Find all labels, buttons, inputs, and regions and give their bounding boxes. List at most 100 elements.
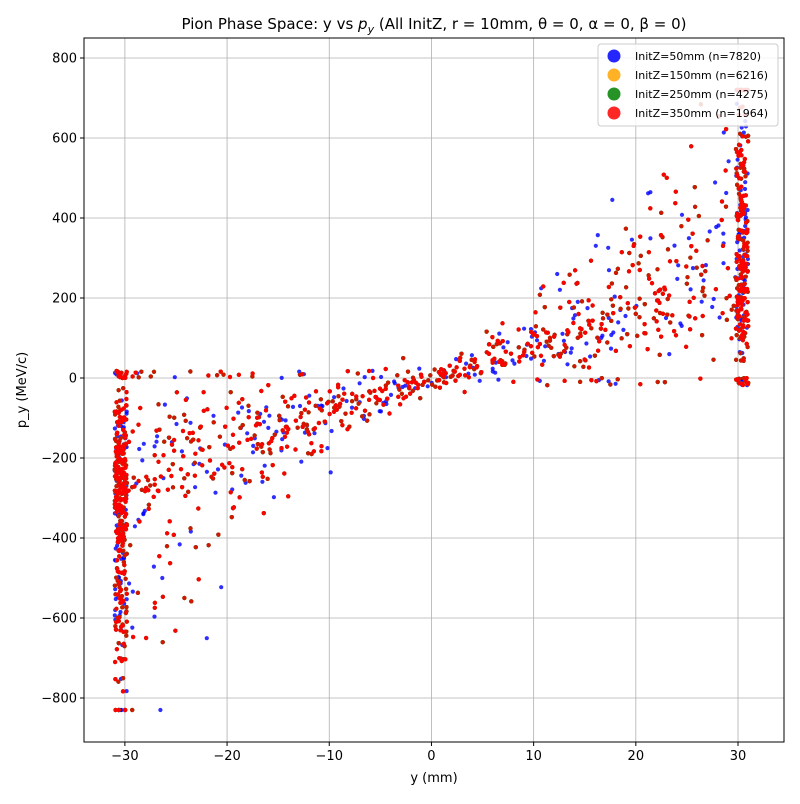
scatter-point — [173, 375, 177, 379]
scatter-point — [570, 346, 574, 350]
scatter-point — [675, 277, 679, 281]
scatter-point — [160, 576, 164, 580]
scatter-point — [610, 198, 614, 202]
chart-title: Pion Phase Space: y vs py (All InitZ, r … — [182, 15, 687, 36]
scatter-point — [113, 426, 117, 430]
scatter-point — [609, 333, 613, 337]
scatter-point — [596, 233, 600, 237]
chart-title-p: p — [357, 15, 368, 33]
scatter-point — [736, 158, 740, 162]
scatter-point — [155, 434, 159, 438]
scatter-point — [154, 440, 158, 444]
scatter-point — [127, 581, 131, 585]
scatter-point — [325, 446, 329, 450]
scatter-point — [510, 358, 514, 362]
scatter-point — [236, 411, 240, 415]
scatter-point — [454, 357, 458, 361]
scatter-point — [205, 470, 209, 474]
scatter-point — [623, 314, 627, 318]
scatter-point — [153, 444, 157, 448]
scatter-point — [188, 421, 192, 425]
scatter-point — [594, 244, 598, 248]
scatter-point — [648, 190, 652, 194]
scatter-point — [676, 263, 680, 267]
scatter-point — [558, 288, 562, 292]
chart-title-prefix: Pion Phase Space: y vs — [182, 15, 359, 33]
scatter-point — [378, 409, 382, 413]
scatter-point — [691, 266, 695, 270]
scatter-point — [262, 420, 266, 424]
scatter-point — [700, 300, 704, 304]
scatter-point — [702, 278, 706, 282]
scatter-point — [163, 403, 167, 407]
scatter-point — [506, 340, 510, 344]
scatter-point — [251, 450, 255, 454]
scatter-point — [576, 300, 580, 304]
scatter-point — [426, 384, 430, 388]
scatter-point — [714, 225, 718, 229]
scatter-point — [470, 353, 474, 357]
scatter-point — [678, 321, 682, 325]
scatter-point — [142, 442, 146, 446]
scatter-point — [708, 229, 712, 233]
scatter-point — [330, 429, 334, 433]
scatter-point — [501, 345, 505, 349]
scatter-point — [607, 268, 611, 272]
scatter-point — [239, 474, 243, 478]
scatter-point — [680, 213, 684, 217]
scatter-point — [291, 405, 295, 409]
scatter-point — [332, 395, 336, 399]
scatter-point — [299, 460, 303, 464]
scatter-point — [743, 187, 747, 191]
scatter-point — [542, 359, 546, 363]
scatter-point — [648, 236, 652, 240]
scatter-point — [599, 336, 603, 340]
scatter-point — [245, 431, 249, 435]
scatter-point — [584, 341, 588, 345]
scatter-point — [158, 708, 162, 712]
scatter-point — [174, 422, 178, 426]
scatter-point — [247, 409, 251, 413]
scatter-point — [687, 236, 691, 240]
scatter-point — [389, 393, 393, 397]
scatter-point — [363, 375, 367, 379]
scatter-point — [473, 373, 477, 377]
scatter-point — [358, 381, 362, 385]
scatter-point — [721, 261, 725, 265]
scatter-point — [140, 458, 144, 462]
scatter-point — [133, 524, 137, 528]
scatter-point — [178, 542, 182, 546]
scatter-point — [630, 238, 634, 242]
scatter-point — [130, 626, 134, 630]
scatter-point — [240, 405, 244, 409]
scatter-point — [125, 689, 129, 693]
scatter-point — [588, 354, 592, 358]
scatter-point — [497, 332, 501, 336]
scatter-point — [280, 376, 284, 380]
scatter-point — [724, 191, 728, 195]
scatter-point — [266, 426, 270, 430]
scatter-point — [213, 491, 217, 495]
scatter-point — [713, 180, 717, 184]
scatter-point — [535, 338, 539, 342]
scatter-point — [712, 297, 716, 301]
scatter-point — [743, 180, 747, 184]
scatter-point — [744, 215, 748, 219]
scatter-point — [260, 480, 264, 484]
chart-title-suffix: (All InitZ, r = 10mm, θ = 0, α = 0, β = … — [374, 15, 686, 33]
scatter-point — [341, 386, 345, 390]
scatter-point — [379, 375, 383, 379]
scatter-point — [152, 615, 156, 619]
scatter-point — [721, 232, 725, 236]
scatter-point — [263, 464, 267, 468]
scatter-point — [727, 159, 731, 163]
scatter-point — [609, 347, 613, 351]
scatter-point — [667, 352, 671, 356]
scatter-point — [614, 382, 618, 386]
scatter-point — [131, 590, 135, 594]
scatter-point — [180, 449, 184, 453]
scatter-point — [722, 130, 726, 134]
scatter-point — [298, 404, 302, 408]
